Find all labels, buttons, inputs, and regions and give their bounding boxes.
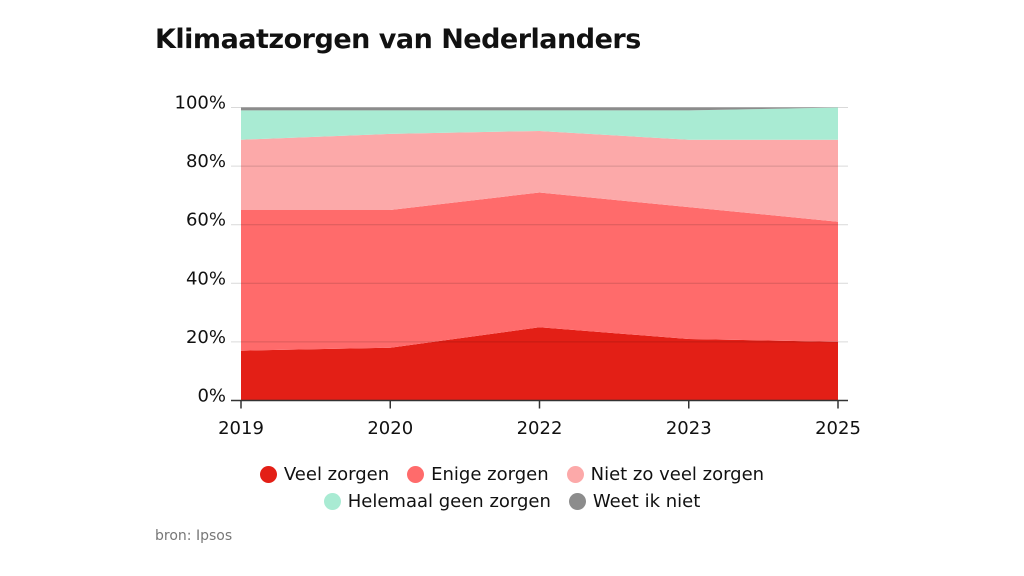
x-tick-label: 2023: [666, 418, 712, 439]
legend-label: Veel zorgen: [283, 464, 390, 485]
x-tick-label: 2020: [367, 418, 413, 439]
area-veel-zorgen: [241, 327, 838, 401]
area-helemaal-geen-zorgen: [241, 107, 838, 140]
y-tick-label: 100%: [175, 93, 226, 114]
legend-label: Weet ik niet: [592, 491, 701, 512]
area-niet-zo-veel-zorgen: [241, 130, 838, 222]
legend-label: Niet zo veel zorgen: [590, 464, 765, 485]
legend-item: Helemaal geen zorgen: [323, 491, 551, 512]
legend-label: Helemaal geen zorgen: [347, 491, 551, 512]
legend-item: Niet zo veel zorgen: [566, 464, 765, 485]
legend-swatch: [568, 493, 586, 510]
source-note: bron: Ipsos: [155, 528, 233, 544]
chart-title: Klimaatzorgen van Nederlanders: [155, 24, 641, 55]
y-tick-label: 60%: [186, 210, 226, 231]
legend-swatch: [566, 466, 584, 483]
y-tick-label: 20%: [186, 327, 226, 348]
area-enige-zorgen: [241, 192, 838, 351]
stacked-area-chart: 0% 20% 40% 60% 80% 100% 2019 2020 2022 2023 2025: [175, 93, 861, 440]
x-tick-label: 2022: [517, 418, 563, 439]
y-tick-label: 80%: [186, 151, 226, 172]
legend-item: Enige zorgen: [407, 464, 549, 485]
legend-swatch: [259, 466, 277, 483]
legend-item: Veel zorgen: [259, 464, 390, 485]
legend-row-2: Helemaal geen zorgen Weet ik niet: [0, 491, 1024, 512]
x-tick-label: 2025: [815, 418, 861, 439]
legend-swatch: [407, 466, 425, 483]
x-tick-label: 2019: [218, 418, 264, 439]
legend-swatch: [323, 493, 341, 510]
legend-item: Weet ik niet: [568, 491, 701, 512]
area-weet-ik-niet: [241, 107, 838, 111]
y-tick-label: 0%: [197, 386, 226, 407]
legend-label: Enige zorgen: [431, 464, 549, 485]
legend-row-1: Veel zorgen Enige zorgen Niet zo veel zorg…: [0, 464, 1024, 485]
y-tick-label: 40%: [186, 268, 226, 289]
